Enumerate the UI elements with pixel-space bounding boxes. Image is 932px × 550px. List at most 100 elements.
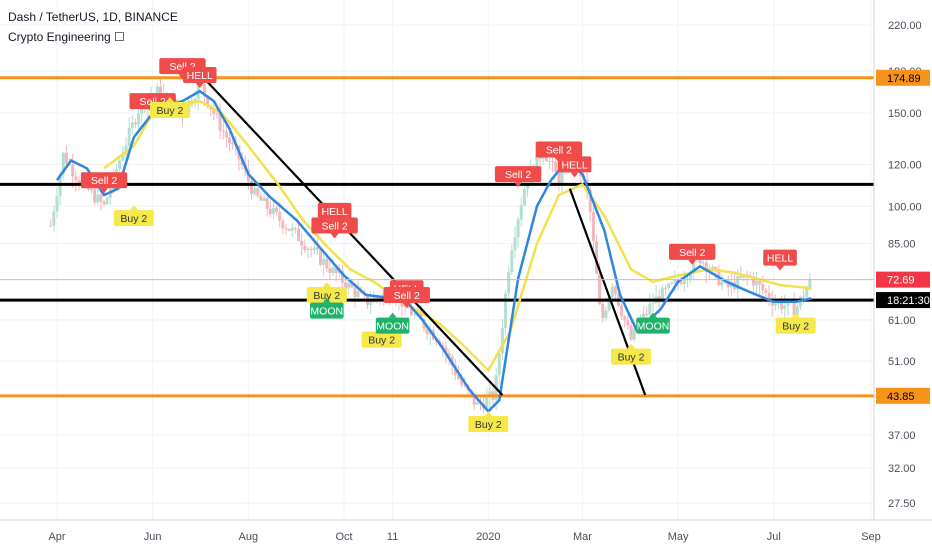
candle-body xyxy=(632,328,636,340)
candle-body xyxy=(726,280,730,288)
candle-body xyxy=(228,137,232,144)
candle-body xyxy=(93,189,97,203)
candle-body xyxy=(770,299,774,306)
candle-body xyxy=(651,303,655,305)
candle-body xyxy=(325,259,329,269)
candle-body xyxy=(755,280,759,286)
candle-body xyxy=(375,297,379,299)
candle-body xyxy=(620,305,624,317)
signal-label: Sell 2 xyxy=(91,175,117,187)
candle-body xyxy=(783,305,787,309)
candle-body xyxy=(689,273,693,279)
sell-signal-tag: HELL xyxy=(763,249,797,271)
candle-body xyxy=(221,131,225,133)
candle-body xyxy=(500,328,504,354)
candle-body xyxy=(218,113,222,132)
candle-body xyxy=(588,189,592,213)
candle-body xyxy=(607,297,611,311)
signal-label: Buy 2 xyxy=(618,352,645,364)
candle-body xyxy=(598,273,602,304)
moon-signal-tag: MOON xyxy=(375,312,410,334)
candle-body xyxy=(764,290,768,293)
candle-body xyxy=(751,276,755,286)
candle-body xyxy=(303,245,307,251)
candle-body xyxy=(369,302,373,305)
candle-body xyxy=(99,194,103,202)
candle-body xyxy=(297,228,301,242)
candle-body xyxy=(670,282,674,284)
signal-label: Sell 2 xyxy=(679,247,705,259)
candle-body xyxy=(409,308,413,316)
price-label-text: 18:21:30 xyxy=(887,295,930,307)
candle-body xyxy=(350,282,354,288)
candle-body xyxy=(137,113,141,125)
candle-body xyxy=(544,154,548,162)
sell-signal-tag: Sell 2 xyxy=(383,286,430,308)
candle-body xyxy=(127,127,131,146)
candle-body xyxy=(290,227,294,231)
signal-label: Sell 2 xyxy=(321,220,347,232)
sell-signal-tag: HELL xyxy=(182,67,217,89)
candle-body xyxy=(74,176,78,181)
candle-body xyxy=(626,320,630,326)
candle-body xyxy=(71,164,75,177)
y-tick-label: 37.00 xyxy=(888,430,916,442)
candle-body xyxy=(648,303,652,315)
candle-body xyxy=(215,113,219,115)
current-price-label: 72.69 xyxy=(876,271,930,288)
candle-body xyxy=(692,259,696,274)
candle-body xyxy=(159,86,163,98)
candle-body xyxy=(453,365,457,376)
x-tick-label: 2020 xyxy=(476,531,500,543)
candle-body xyxy=(121,154,125,161)
candle-body xyxy=(224,131,228,138)
candle-body xyxy=(155,86,159,95)
candle-body xyxy=(645,314,649,316)
candle-body xyxy=(767,292,771,300)
price-label-text: 43.85 xyxy=(887,391,915,403)
candle-body xyxy=(306,248,310,251)
signal-label: HELL xyxy=(321,206,347,218)
candle-body xyxy=(736,276,740,290)
candle-body xyxy=(667,283,671,288)
candle-body xyxy=(318,249,322,265)
candle-body xyxy=(61,152,65,174)
candle-body xyxy=(591,212,595,242)
candle-body xyxy=(293,227,297,229)
sell-signal-tag: Sell 2 xyxy=(311,217,358,239)
candle-body xyxy=(472,393,476,405)
signal-label: HELL xyxy=(767,253,793,265)
buy-signal-tag: Buy 2 xyxy=(611,343,652,365)
indicator-title: Crypto Engineering ☐ xyxy=(8,30,125,44)
y-tick-label: 85.00 xyxy=(888,239,916,251)
moon-signal-tag: MOON xyxy=(636,312,670,334)
candle-body xyxy=(463,384,467,386)
buy-signal-tag: Buy 2 xyxy=(306,281,347,303)
candle-body xyxy=(682,279,686,284)
candle-body xyxy=(105,197,109,205)
candle-body xyxy=(49,225,53,227)
candle-body xyxy=(522,188,526,206)
candle-body xyxy=(802,296,806,298)
candle-body xyxy=(623,316,627,321)
slow-ma-line xyxy=(103,99,812,373)
candle-body xyxy=(497,353,501,376)
candle-body xyxy=(340,270,344,283)
candle-body xyxy=(425,328,429,335)
candle-body xyxy=(118,160,122,170)
candle-body xyxy=(52,211,56,226)
signal-label: Sell 2 xyxy=(394,290,420,302)
candle-body xyxy=(287,228,291,231)
candle-body xyxy=(77,180,81,185)
signal-label: Buy 2 xyxy=(782,321,809,333)
candle-body xyxy=(278,212,282,221)
x-tick-label: Oct xyxy=(335,531,352,543)
y-tick-label: 51.00 xyxy=(888,356,916,368)
candle-body xyxy=(328,268,332,273)
candle-body xyxy=(130,122,134,128)
candle-body xyxy=(805,288,809,298)
x-tick-label: Sep xyxy=(861,531,881,543)
buy-signal-tag: Buy 2 xyxy=(113,205,154,227)
